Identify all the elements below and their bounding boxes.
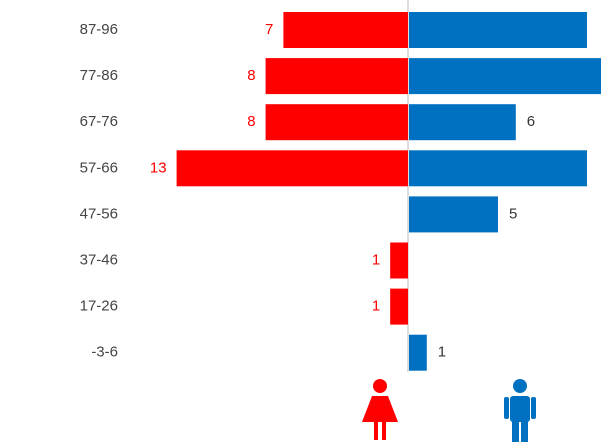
value-label: 1 [438, 344, 446, 361]
bar [283, 12, 408, 48]
category-label: -3-6 [91, 344, 118, 361]
bar [409, 12, 587, 48]
bar [390, 242, 408, 279]
category-label: 47-56 [80, 205, 118, 222]
bar [176, 150, 408, 187]
category-label: 67-76 [80, 113, 118, 130]
value-label: 5 [509, 205, 517, 222]
category-label: 77-86 [80, 67, 118, 84]
bar [409, 196, 498, 233]
bar [409, 334, 427, 371]
male-icon [504, 379, 536, 442]
value-label: 13 [150, 159, 167, 176]
value-label: 8 [247, 67, 255, 84]
female-icon [362, 379, 398, 440]
bar [409, 104, 516, 141]
value-label: 1 [372, 298, 380, 315]
bar [390, 288, 408, 325]
category-label: 17-26 [80, 298, 118, 315]
bar [265, 104, 408, 141]
bar [409, 150, 587, 187]
value-label: 8 [247, 113, 255, 130]
bar [265, 58, 408, 95]
value-label: 1 [372, 251, 380, 268]
category-label: 87-96 [80, 21, 118, 38]
value-label: 6 [527, 113, 535, 130]
category-label: 57-66 [80, 159, 118, 176]
category-label: 37-46 [80, 251, 118, 268]
value-label: 7 [265, 21, 273, 38]
bar [409, 58, 601, 95]
